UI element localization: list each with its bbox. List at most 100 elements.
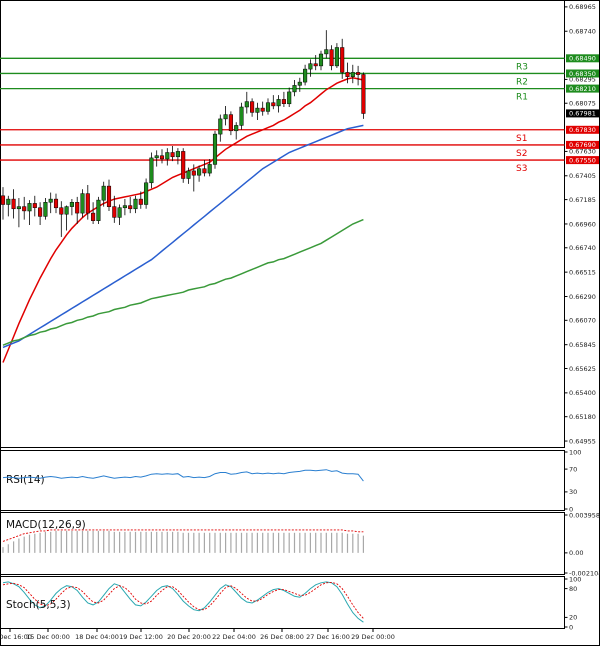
bullish-candle: [223, 105, 228, 126]
moving-average-3: [2, 218, 364, 346]
level-value-r1: 0.68210: [569, 85, 596, 93]
price-axis: 0.68965 0.68740 0.68295 0.68075 0.67630 …: [564, 3, 596, 445]
bearish-candle: [59, 201, 64, 237]
current-price-value: 0.67981: [569, 110, 596, 118]
price-tick: 0.66740: [569, 244, 596, 252]
candle-body: [292, 85, 297, 93]
candle-body: [154, 155, 159, 159]
candle-body: [144, 182, 149, 205]
candle-body: [91, 212, 96, 221]
time-label: 20 Dec 20:00: [167, 633, 211, 641]
candle-body: [149, 157, 154, 184]
candle-body: [53, 198, 59, 209]
candle-body: [117, 207, 122, 218]
stoch-tick: 20: [569, 614, 577, 622]
level-badge-r3: 0.68490: [566, 54, 599, 63]
bullish-candle: [265, 98, 271, 115]
candle-body: [361, 74, 366, 114]
bearish-candle: [32, 195, 37, 217]
bullish-candle: [276, 95, 281, 113]
bearish-candle: [75, 196, 80, 224]
level-name-r1: R1: [516, 93, 528, 103]
level-name-r3: R3: [516, 62, 528, 72]
level-badge-s1: 0.67830: [566, 125, 599, 134]
bullish-candle: [244, 91, 249, 114]
bearish-candle: [11, 189, 16, 219]
candle-body: [281, 99, 286, 104]
candle-body: [181, 151, 186, 179]
bullish-candle: [165, 148, 170, 166]
time-label: 19 Dec 12:00: [119, 633, 163, 641]
bullish-candle: [122, 199, 127, 216]
bullish-candle: [218, 114, 223, 142]
bullish-candle: [133, 195, 138, 214]
candle-body: [165, 152, 170, 160]
candle-body: [318, 53, 324, 67]
candle-body: [340, 47, 345, 73]
bullish-candle: [144, 178, 149, 209]
bullish-candle: [334, 43, 339, 69]
level-value-r3: 0.68490: [569, 55, 596, 63]
candle-body: [218, 118, 223, 135]
time-label: 26 Dec 08:00: [260, 633, 304, 641]
bullish-candle: [234, 122, 239, 140]
bearish-candle: [260, 101, 265, 116]
macd-tick: -0.002104: [569, 569, 600, 577]
bullish-candle: [292, 79, 297, 97]
macd-signal-line: [2, 529, 364, 542]
candle-body: [16, 206, 21, 210]
price-tick: 0.68965: [569, 3, 596, 11]
bearish-candle: [345, 62, 350, 84]
bullish-candle: [16, 197, 21, 228]
bullish-candle: [350, 64, 355, 84]
bullish-candle: [43, 197, 48, 220]
level-badges: 0.68490 0.68350 0.68210 0.67830 0.67690 …: [566, 54, 599, 164]
level-name-s3: S3: [516, 164, 527, 174]
rsi-tick: 30: [569, 488, 577, 496]
price-tick: 0.68295: [569, 76, 596, 84]
candle-body: [101, 185, 106, 201]
macd-tick: 0.003958: [569, 511, 600, 519]
level-value-s2: 0.67690: [569, 141, 596, 149]
candle-body: [133, 198, 138, 210]
candle-body: [43, 202, 48, 217]
bearish-candle: [228, 111, 233, 136]
moving-average-2: [2, 124, 364, 349]
bearish-candle: [340, 38, 345, 79]
candle-body: [0, 195, 6, 205]
bullish-candle: [297, 77, 302, 92]
level-names: R3 R2 R1 S1 S2 S3: [516, 62, 528, 174]
time-label: 22 Dec 04:00: [212, 633, 256, 641]
stoch-tick: 100: [569, 575, 581, 583]
candle-body: [244, 101, 249, 108]
time-label: 14 Dec 16:00: [0, 633, 32, 641]
candle-body: [313, 63, 318, 67]
bullish-candle: [149, 152, 154, 189]
rsi-tick: 0: [569, 505, 573, 513]
bullish-candle: [96, 196, 101, 224]
candle-body: [334, 47, 339, 67]
candle-body: [69, 202, 74, 207]
time-label: 18 Dec 04:00: [75, 633, 119, 641]
candle-body: [128, 205, 133, 210]
candle-body: [96, 199, 101, 221]
candle-body: [212, 133, 218, 165]
candlesticks: [0, 30, 366, 237]
candle-body: [308, 63, 313, 70]
candle-body: [276, 99, 281, 107]
bearish-candle: [0, 187, 6, 220]
bearish-candle: [271, 95, 276, 110]
price-tick: 0.68075: [569, 100, 596, 108]
stoch-signal-line: [2, 581, 364, 619]
candle-body: [6, 198, 11, 205]
bearish-candle: [22, 196, 27, 220]
candle-body: [85, 193, 90, 214]
candle-body: [265, 102, 271, 112]
level-badge-s3: 0.67550: [566, 156, 599, 164]
bearish-candle: [191, 164, 196, 192]
bearish-candle: [356, 65, 361, 86]
bullish-candle: [303, 64, 308, 86]
candle-body: [202, 168, 207, 174]
bullish-candle: [27, 200, 32, 226]
